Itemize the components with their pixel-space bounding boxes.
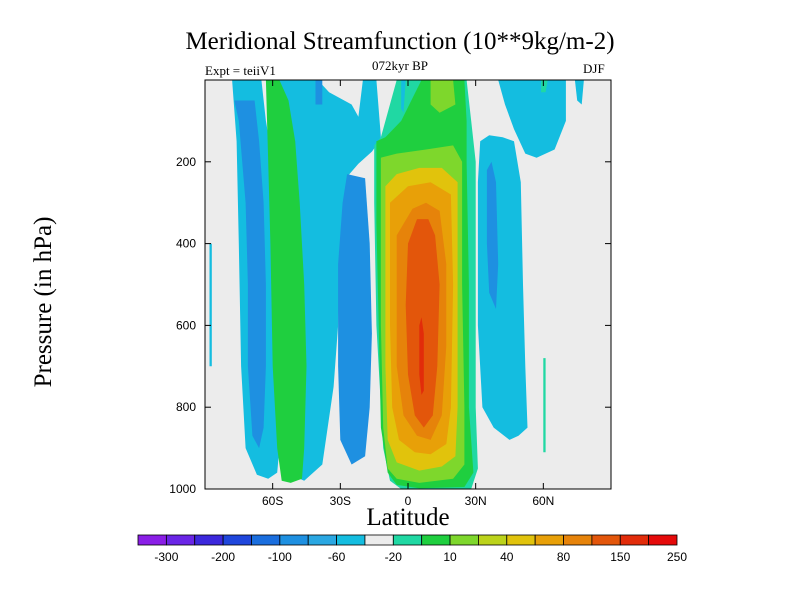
contour-region [265,80,307,483]
contour-region [430,80,456,113]
colorbar-label: 10 [443,550,457,564]
time-label: 072kyr BP [372,58,428,73]
colorbar-swatch [222,534,252,546]
colorbar-label: -20 [385,550,403,564]
contour-region [315,80,323,105]
contour-region [419,317,424,395]
y-tick-label: 600 [176,318,196,332]
experiment-label: Expt = teiiV1 [205,63,276,78]
colorbar-swatch [449,534,479,546]
contour-regions [209,80,584,489]
contour-region [486,161,499,309]
colorbar-swatch [307,534,337,546]
x-tick-label: 0 [405,494,412,508]
colorbar-label: 40 [500,550,514,564]
colorbar-swatch [478,534,508,546]
colorbar-label: 250 [667,550,687,564]
colorbar-swatch [392,534,423,546]
chart-title: Meridional Streamfunction (10**9kg/m-2) [185,28,615,55]
y-tick-label: 800 [176,400,196,414]
x-tick-label: 60N [532,494,554,508]
colorbar-swatch [279,534,309,546]
colorbar-swatch [421,534,451,546]
contour-region [338,174,372,465]
contour-region [209,243,212,367]
contour-region [541,80,548,93]
colorbar-swatch [251,534,281,546]
colorbar-swatch [648,534,678,546]
colorbar-label: -200 [211,550,235,564]
colorbar-swatch [506,534,536,546]
colorbar-swatch [563,534,593,546]
colorbar-label: 150 [610,550,630,564]
contour-region [477,135,528,440]
colorbar-swatch [194,534,224,546]
x-tick-label: 30N [465,494,487,508]
colorbar-swatch [591,534,621,546]
x-tick-label: 30S [330,494,351,508]
colorbar-label: -100 [268,550,292,564]
colorbar-swatch [336,534,366,546]
x-tick-label: 60S [262,494,283,508]
x-axis-label: Latitude [366,504,450,531]
contour-region [574,80,584,105]
colorbar-swatch [619,534,650,546]
y-tick-label: 200 [176,155,196,169]
colorbar-label: -300 [154,550,178,564]
contour-region [543,358,546,453]
contour-region [498,80,566,158]
y-tick-label: 1000 [169,482,196,496]
contour-region [405,219,440,428]
season-label: DJF [583,61,605,76]
colorbar-swatch [534,534,564,546]
contour-region [234,100,266,449]
contour-region [401,80,406,113]
colorbar: -300 -200 -100 -60 -20 10 40 80 150 250 [137,534,687,564]
colorbar-swatch [364,534,394,546]
colorbar-label: 80 [557,550,571,564]
colorbar-label: -60 [328,550,346,564]
axis-ticks: 60S 30S 0 30N 60N 200 400 600 800 1000 [169,80,611,508]
colorbar-swatch [137,534,167,546]
y-tick-label: 400 [176,237,196,251]
colorbar-swatch [165,534,196,546]
